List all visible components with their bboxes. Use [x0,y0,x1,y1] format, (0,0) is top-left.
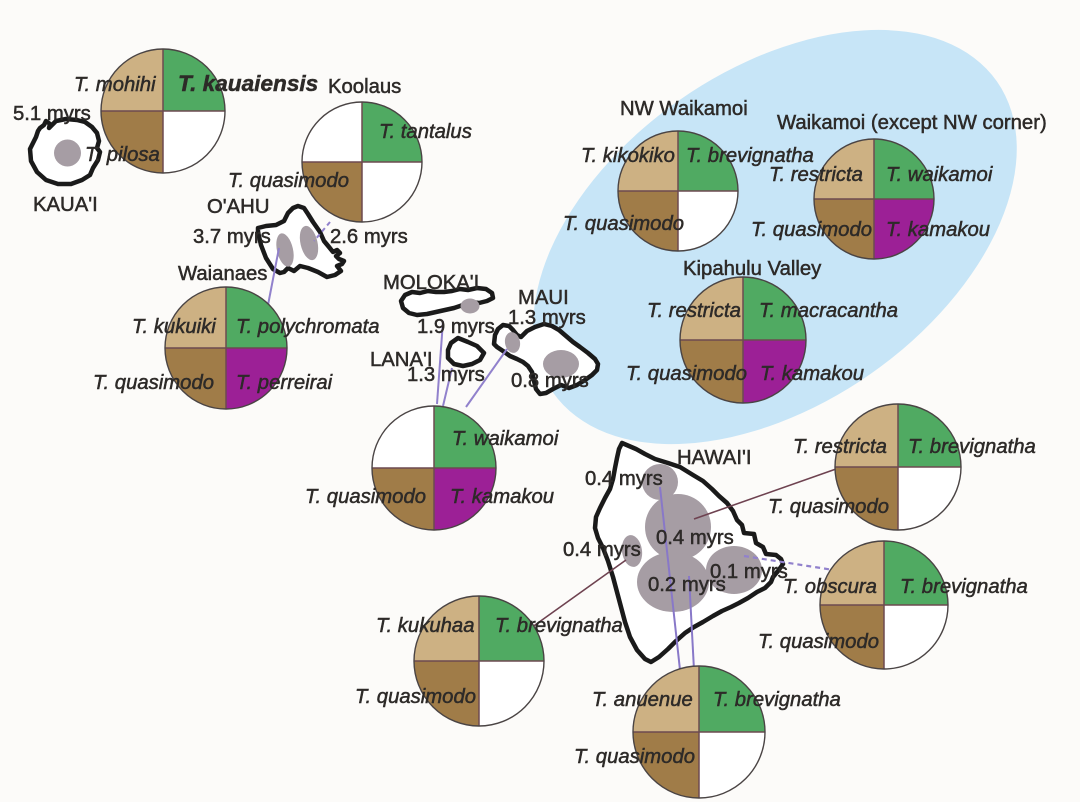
svg-text:T. kikokiko: T. kikokiko [581,145,675,167]
svg-text:T. pilosa: T. pilosa [85,144,160,166]
svg-text:Kipahulu Valley: Kipahulu Valley [683,258,822,280]
svg-text:T. waikamoi: T. waikamoi [452,428,559,450]
svg-text:HAWAI'I: HAWAI'I [677,447,751,469]
svg-text:1.3 myrs: 1.3 myrs [407,364,485,386]
svg-text:T. brevignatha: T. brevignatha [686,145,814,167]
svg-text:T. kamakou: T. kamakou [886,219,990,241]
svg-text:0.2 myrs: 0.2 myrs [648,574,726,596]
svg-text:T. kamakou: T. kamakou [450,486,554,508]
svg-text:T. quasimodo: T. quasimodo [574,746,695,768]
svg-text:MOLOKA'I: MOLOKA'I [383,272,479,294]
svg-text:MAUI: MAUI [518,287,569,309]
svg-text:T. quasimodo: T. quasimodo [228,170,349,192]
svg-text:0.4 myrs: 0.4 myrs [656,527,734,549]
svg-text:T. restricta: T. restricta [647,300,741,322]
svg-text:KAUA'I: KAUA'I [33,194,98,216]
svg-text:T. perreirai: T. perreirai [236,372,333,394]
svg-text:2.6 myrs: 2.6 myrs [330,226,408,248]
svg-text:T. obscura: T. obscura [783,576,877,598]
svg-text:Koolaus: Koolaus [328,76,401,98]
svg-text:NW Waikamoi: NW Waikamoi [620,98,748,120]
svg-text:1.3 myrs: 1.3 myrs [508,307,586,329]
svg-text:Waikamoi (except NW corner): Waikamoi (except NW corner) [777,112,1047,134]
svg-text:T. quasimodo: T. quasimodo [355,686,476,708]
svg-text:T. kauaiensis: T. kauaiensis [178,71,318,96]
svg-text:LANA'I: LANA'I [370,349,433,371]
svg-text:T. quasimodo: T. quasimodo [93,372,214,394]
svg-text:0.1 myrs: 0.1 myrs [710,561,788,583]
svg-text:T. waikamoi: T. waikamoi [886,164,993,186]
svg-text:T. anuenue: T. anuenue [592,689,693,711]
svg-text:T. kukuiki: T. kukuiki [132,316,216,338]
svg-text:T. macracantha: T. macracantha [759,300,898,322]
svg-text:T. quasimodo: T. quasimodo [305,486,426,508]
svg-text:T. brevignatha: T. brevignatha [495,615,623,637]
svg-text:T. quasimodo: T. quasimodo [768,496,889,518]
svg-text:T. restricta: T. restricta [769,164,863,186]
svg-text:Waianaes: Waianaes [178,263,267,285]
svg-text:T. quasimodo: T. quasimodo [563,213,684,235]
svg-text:T. mohihi: T. mohihi [74,74,156,96]
svg-text:T. quasimodo: T. quasimodo [758,631,879,653]
svg-text:T. brevignatha: T. brevignatha [713,689,841,711]
svg-text:T. restricta: T. restricta [793,436,887,458]
svg-text:T. quasimodo: T. quasimodo [751,219,872,241]
svg-text:5.1 myrs: 5.1 myrs [13,103,91,125]
svg-text:3.7 myrs: 3.7 myrs [193,226,271,248]
svg-text:T. tantalus: T. tantalus [379,121,472,143]
svg-text:T. brevignatha: T. brevignatha [908,436,1036,458]
svg-text:T. brevignatha: T. brevignatha [900,576,1028,598]
svg-text:T. kukuhaa: T. kukuhaa [376,615,474,637]
svg-text:1.9 myrs: 1.9 myrs [417,316,495,338]
svg-text:O'AHU: O'AHU [207,196,269,218]
svg-text:0.4 myrs: 0.4 myrs [563,539,641,561]
svg-text:0.8 myrs: 0.8 myrs [511,370,589,392]
svg-text:T. kamakou: T. kamakou [760,363,864,385]
svg-text:T. quasimodo: T. quasimodo [626,363,747,385]
svg-text:0.4 myrs: 0.4 myrs [585,468,663,490]
svg-text:T. polychromata: T. polychromata [236,316,380,338]
